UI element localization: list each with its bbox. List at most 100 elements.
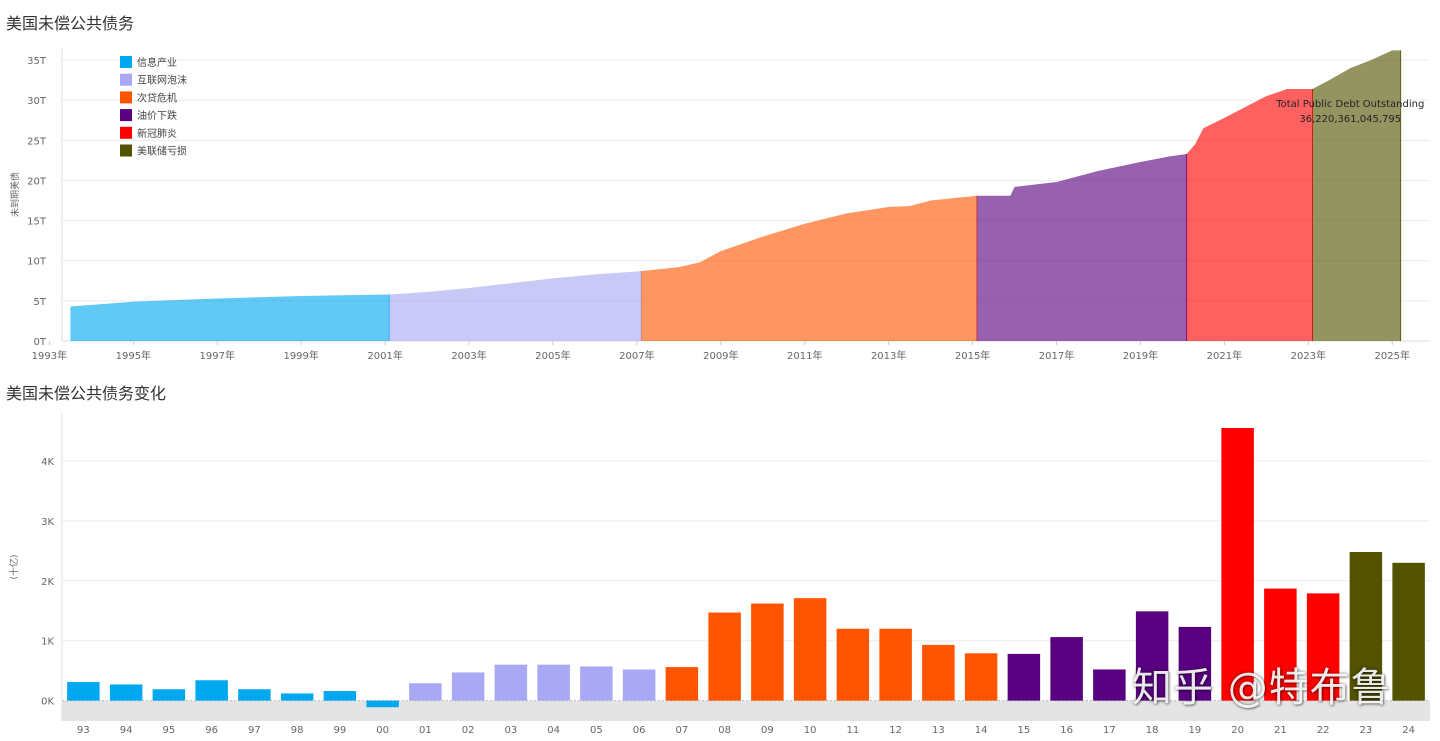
bar — [280, 693, 314, 701]
y-tick-label: 0T — [34, 337, 47, 348]
x-tick-label: 1995年 — [116, 349, 151, 362]
legend-swatch — [120, 109, 132, 122]
bar — [409, 683, 442, 701]
x-tick-label: 22 — [1317, 725, 1330, 736]
x-tick-label: 21 — [1274, 725, 1287, 736]
x-tick-label: 13 — [932, 725, 945, 736]
y-tick-label: 2K — [41, 577, 54, 588]
bar — [238, 689, 271, 701]
y-axis-label: 未到期美债 — [9, 172, 21, 217]
bar — [1007, 653, 1041, 701]
x-tick-label: 05 — [590, 725, 603, 736]
x-tick-label: 1997年 — [200, 349, 235, 362]
legend-label: 美联储亏损 — [137, 145, 187, 158]
bar — [922, 644, 955, 701]
bar — [836, 628, 870, 701]
area-segment — [1186, 88, 1313, 341]
x-tick-label: 00 — [376, 725, 389, 736]
x-tick-label: 97 — [248, 725, 261, 736]
x-tick-label: 1993年 — [32, 349, 67, 362]
legend-swatch — [120, 126, 132, 139]
x-tick-label: 23 — [1360, 725, 1373, 736]
y-tick-label: 15T — [27, 217, 47, 228]
legend-swatch — [120, 56, 132, 68]
y-tick-label: 5T — [34, 297, 47, 308]
x-tick-label: 99 — [334, 725, 347, 736]
annotation-value: 36,220,361,045,795 — [1299, 114, 1401, 125]
area-segment — [976, 153, 1187, 341]
debt-change-chart-title: 美国未偿公共债务变化 — [6, 384, 167, 403]
watermark: 知乎 @特布鲁 — [1132, 665, 1392, 711]
x-tick-label: 2009年 — [703, 349, 738, 362]
x-tick-label: 12 — [889, 725, 902, 736]
bar — [580, 666, 613, 701]
annotation-label: Total Public Debt Outstanding — [1275, 99, 1424, 110]
area-segment — [1312, 50, 1401, 342]
x-tick-label: 2017年 — [1039, 349, 1074, 362]
x-tick-label: 18 — [1146, 725, 1159, 736]
area-segment — [389, 271, 642, 341]
y-tick-label: 4K — [41, 457, 54, 468]
x-tick-label: 14 — [975, 725, 988, 736]
x-tick-label: 2011年 — [787, 349, 822, 362]
x-tick-label: 94 — [120, 725, 133, 736]
bar — [1135, 611, 1169, 701]
area-segment — [641, 195, 977, 341]
x-tick-label: 09 — [761, 725, 774, 736]
legend-label: 信息产业 — [137, 56, 177, 69]
x-tick-label: 2021年 — [1207, 349, 1242, 362]
bar — [964, 653, 998, 701]
bar — [67, 682, 100, 701]
x-tick-label: 11 — [847, 725, 860, 736]
x-tick-label: 2013年 — [871, 349, 906, 362]
legend-swatch — [120, 144, 132, 157]
y-tick-label: 1K — [41, 637, 54, 648]
outstanding-debt-area-chart: 0T 5T 10T 15T 20T 25T 30T 35T 1993年 1995年 1997年 199… — [9, 48, 1430, 362]
bar — [1050, 637, 1083, 701]
x-tick-label: 04 — [547, 725, 560, 736]
x-tick-label: 95 — [163, 725, 176, 736]
y-tick-label: 10T — [27, 257, 47, 268]
x-tick-label: 10 — [804, 725, 817, 736]
y-tick-label: 0K — [41, 697, 54, 708]
bar — [152, 689, 186, 701]
bar — [1093, 669, 1126, 701]
bar — [793, 598, 827, 701]
y-tick-label: 30T — [27, 96, 47, 107]
x-tick-label: 19 — [1189, 725, 1202, 736]
x-tick-label: 24 — [1402, 725, 1415, 736]
bar — [109, 684, 143, 701]
y-axis-label: (十亿) — [8, 554, 20, 579]
bar — [751, 603, 784, 701]
x-tick-label: 01 — [419, 725, 432, 736]
bar — [1264, 588, 1297, 701]
bar — [494, 664, 528, 701]
x-tick-label: 16 — [1060, 725, 1073, 736]
bar — [665, 667, 699, 701]
area-segment — [70, 294, 390, 341]
x-tick-label: 02 — [462, 725, 475, 736]
x-tick-label: 2003年 — [451, 349, 486, 362]
x-tick-label: 08 — [718, 725, 731, 736]
bar — [323, 691, 357, 701]
y-tick-label: 35T — [27, 56, 47, 67]
x-tick-label: 20 — [1231, 725, 1244, 736]
x-tick-label: 2005年 — [535, 349, 570, 362]
bar — [1392, 562, 1425, 701]
x-tick-label: 96 — [205, 725, 218, 736]
bar — [1221, 427, 1254, 701]
legend-label: 互联网泡沫 — [137, 74, 187, 87]
legend-label: 油价下跌 — [137, 109, 177, 122]
x-tick-label: 1999年 — [283, 349, 318, 362]
bar — [708, 612, 741, 701]
debt-change-bar-chart: 0K 1K 2K 3K 4K (十亿) 93 94 95 96 97 98 99 00 01 02 03 04 05… — [8, 413, 1430, 736]
legend-swatch — [120, 73, 132, 86]
x-tick-label: 98 — [291, 725, 304, 736]
negative-zone — [62, 700, 1430, 721]
x-tick-label: 93 — [77, 725, 90, 736]
y-tick-label: 20T — [27, 176, 47, 187]
legend-label: 次贷危机 — [137, 91, 177, 104]
x-tick-label: 03 — [505, 725, 518, 736]
bar — [195, 680, 228, 701]
bar — [1349, 552, 1383, 701]
